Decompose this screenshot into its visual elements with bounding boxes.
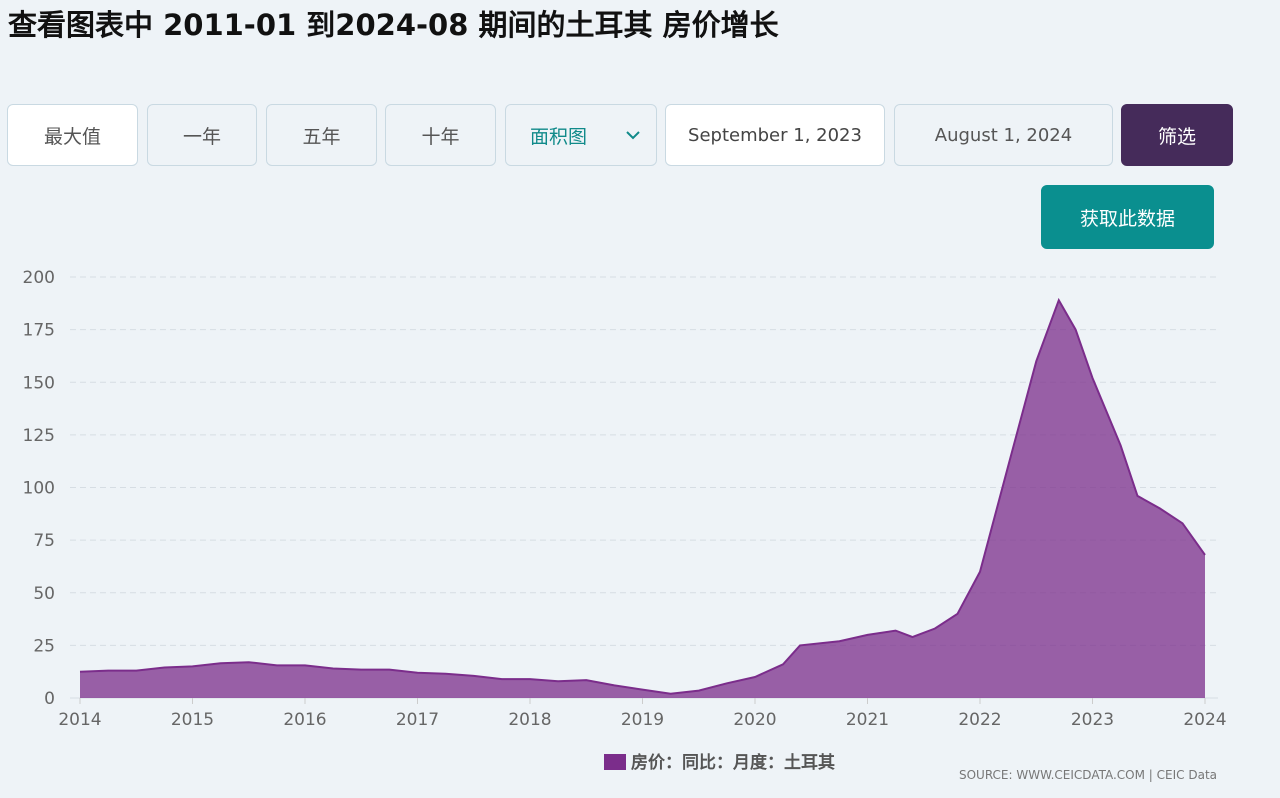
source: SOURCE: WWW.CEICDATA.COM | CEIC Data (959, 768, 1217, 782)
x-tick-label: 2016 (283, 710, 326, 730)
filter-button[interactable]: 筛选 (1121, 104, 1233, 166)
range-button[interactable]: 最大值 (7, 104, 138, 166)
range-button[interactable]: 五年 (266, 104, 377, 166)
chevron (626, 131, 640, 140)
x-tick-label: 2017 (396, 710, 439, 730)
x-tick-label: 2021 (846, 710, 889, 730)
y-tick-label: 0 (44, 689, 55, 709)
y-tick-label: 100 (23, 479, 55, 499)
x-tick-label: 2019 (621, 710, 664, 730)
x-tick-label: 2020 (733, 710, 776, 730)
select-label: 面积图 (530, 125, 588, 148)
y-tick-label: 200 (23, 268, 55, 288)
range-button[interactable]: 一年 (147, 104, 257, 166)
y-tick-label: 75 (33, 531, 55, 551)
x-tick-label: 2022 (958, 710, 1001, 730)
x-tick-label: 2024 (1183, 710, 1226, 730)
legend-label: 房价：同比：月度：土耳其 (631, 752, 835, 773)
chart-type-select[interactable]: 面积图 (505, 104, 657, 166)
end-date-input[interactable]: August 1, 2024 (894, 104, 1113, 166)
x-tick-label: 2015 (171, 710, 214, 730)
x-tick-label: 2018 (508, 710, 551, 730)
x-tick-label: 2014 (58, 710, 101, 730)
area (80, 300, 1205, 698)
page-title: 查看图表中 2011-01 到2024-08 期间的土耳其 房价增长 (8, 8, 779, 42)
x-tick-label: 2023 (1071, 710, 1114, 730)
area-line (79, 297, 1206, 695)
y-tick-label: 25 (33, 636, 55, 656)
y-tick-label: 50 (33, 584, 55, 604)
start-date-input[interactable]: September 1, 2023 (665, 104, 885, 166)
range-button[interactable]: 十年 (385, 104, 496, 166)
get-data-button[interactable]: 获取此数据 (1041, 185, 1214, 249)
y-tick-label: 125 (23, 426, 55, 446)
y-tick-label: 175 (23, 321, 55, 341)
legend-swatch (604, 754, 626, 770)
y-tick-label: 150 (23, 373, 55, 393)
